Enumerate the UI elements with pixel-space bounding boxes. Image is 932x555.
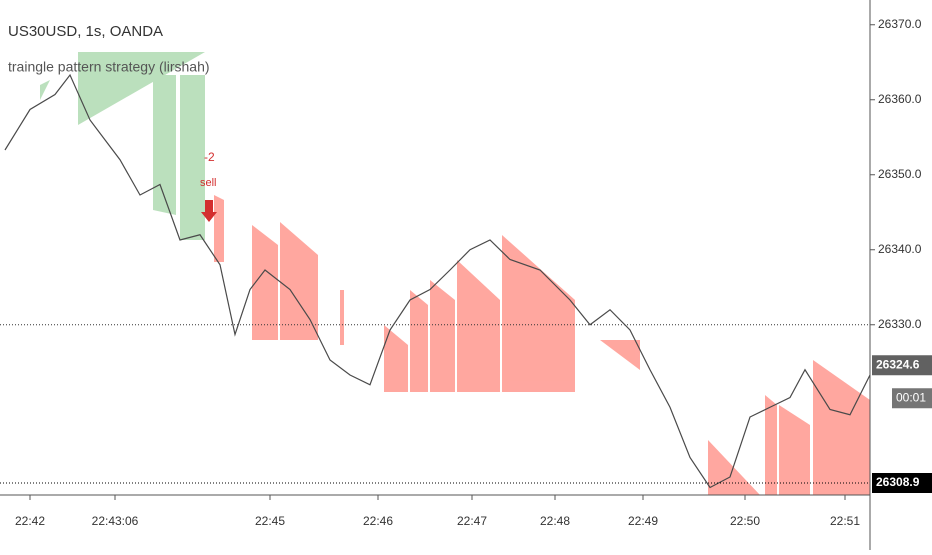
- green-triangle: [40, 80, 50, 100]
- green-triangle: [78, 52, 205, 125]
- red-triangle: [457, 260, 500, 392]
- y-tick-label: 26350.0: [878, 167, 922, 181]
- red-triangle: [340, 290, 344, 345]
- red-triangle: [384, 325, 408, 392]
- y-tick-label: 26360.0: [878, 92, 922, 106]
- red-triangle: [779, 405, 810, 495]
- x-tick-label: 22:49: [628, 514, 658, 528]
- price-line: [4, 73, 871, 489]
- green-triangle: [153, 75, 176, 215]
- green-triangle: [180, 75, 205, 240]
- sell-arrow: [201, 200, 217, 222]
- last-price-box: [872, 355, 932, 376]
- x-tick-label: 22:50: [730, 514, 760, 528]
- y-tick-label: 26370.0: [878, 17, 922, 31]
- red-triangle: [765, 395, 777, 495]
- annotation: sell: [200, 177, 217, 189]
- x-tick-label: 22:48: [540, 514, 570, 528]
- countdown-label: 00:01: [896, 390, 926, 404]
- annotation: -2: [204, 150, 215, 164]
- patterns: [40, 52, 870, 495]
- red-triangle: [502, 235, 575, 392]
- red-triangle: [813, 360, 870, 495]
- chart-subtitle: traingle pattern strategy (lirshah): [8, 59, 210, 75]
- chart-title: US30USD, 1s, OANDA: [8, 23, 163, 40]
- x-tick-label: 22:43:06: [92, 514, 139, 528]
- red-triangle: [430, 280, 455, 392]
- price-line-label: 26308.9: [876, 475, 920, 489]
- price-line-box: [872, 473, 932, 493]
- x-tick-label: 22:51: [830, 514, 860, 528]
- red-triangle: [600, 340, 640, 370]
- x-tick-label: 22:46: [363, 514, 393, 528]
- y-tick-label: 26340.0: [878, 242, 922, 256]
- red-triangle: [410, 290, 428, 392]
- y-tick-label: 26330.0: [878, 317, 922, 331]
- last-price-label: 26324.6: [876, 357, 920, 371]
- x-tick-label: 22:45: [255, 514, 285, 528]
- x-tick-label: 22:47: [457, 514, 487, 528]
- countdown-box: [892, 388, 932, 409]
- x-tick-label: 22:42: [15, 514, 45, 528]
- red-triangle: [280, 222, 318, 340]
- red-triangle: [214, 195, 224, 262]
- red-triangle: [252, 225, 278, 340]
